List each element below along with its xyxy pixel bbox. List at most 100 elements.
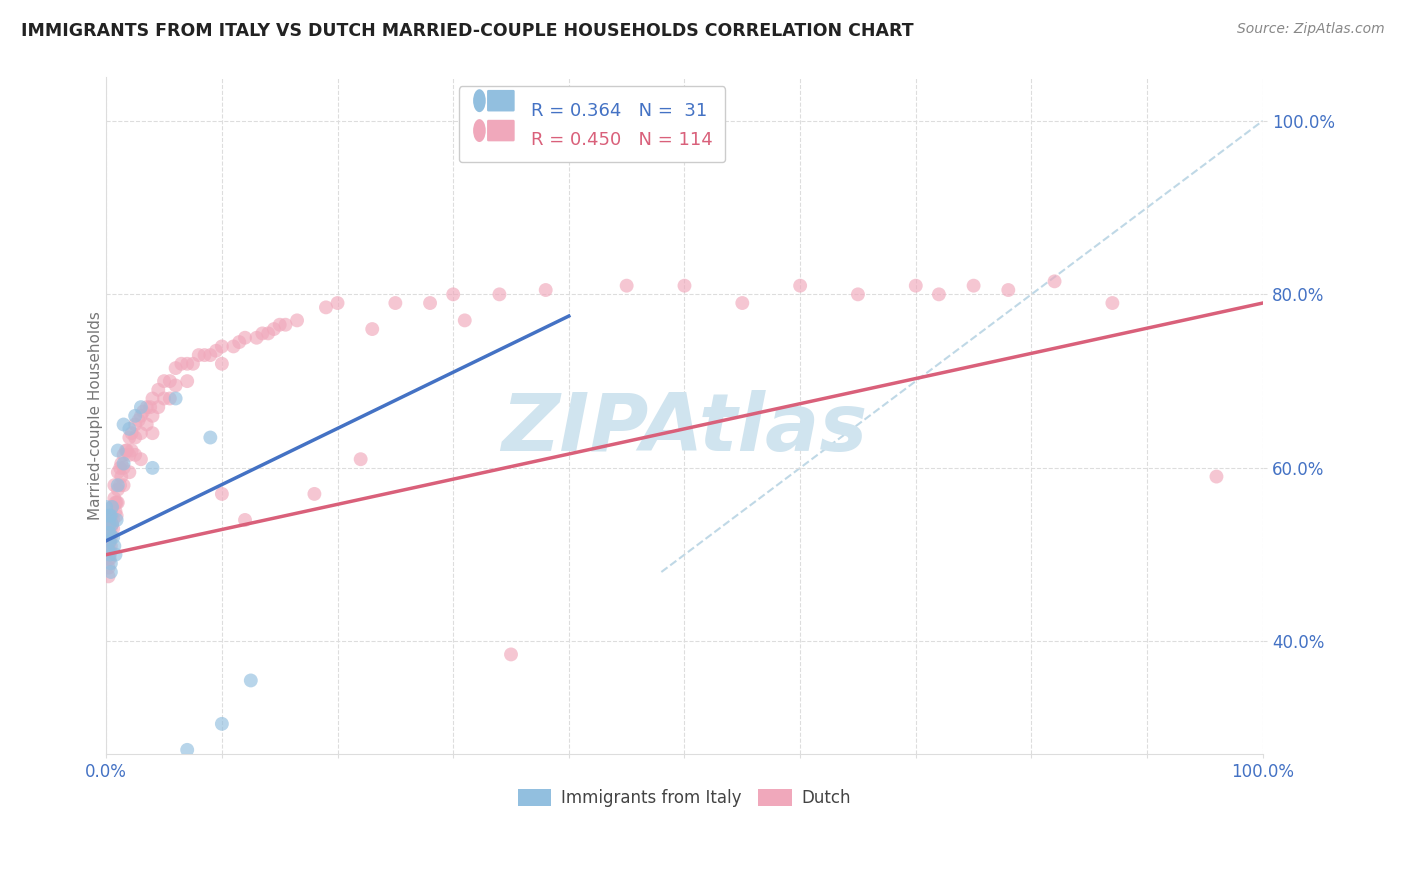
Point [108, 478, 131, 492]
Point [1205, 469, 1227, 483]
Point [101, 500, 124, 514]
Point [98, 525, 121, 540]
Point [211, 357, 233, 371]
Point [789, 278, 811, 293]
Point [252, 326, 274, 341]
Point [274, 318, 297, 332]
Text: Source: ZipAtlas.com: Source: ZipAtlas.com [1237, 22, 1385, 37]
Point [141, 426, 163, 441]
Point [110, 469, 132, 483]
Point [105, 513, 128, 527]
Point [98, 534, 121, 549]
Point [488, 287, 510, 301]
Point [211, 716, 233, 731]
Point [141, 409, 163, 423]
Point [159, 374, 181, 388]
Point [124, 448, 146, 462]
Point [139, 400, 162, 414]
Point [187, 348, 209, 362]
Point [176, 357, 198, 371]
Point [97, 525, 120, 540]
Point [129, 452, 152, 467]
Point [962, 278, 984, 293]
Point [101, 517, 124, 532]
Point [97, 552, 120, 566]
Point [165, 392, 187, 406]
Point [673, 278, 696, 293]
Point [97, 543, 120, 558]
Point [100, 557, 122, 571]
Point [285, 313, 308, 327]
Point [112, 478, 135, 492]
Point [98, 548, 121, 562]
Point [107, 483, 129, 497]
Point [104, 495, 127, 509]
Point [103, 491, 125, 506]
Point [98, 508, 121, 523]
Text: ZIPAtlas: ZIPAtlas [502, 391, 868, 468]
Point [454, 313, 477, 327]
Point [97, 534, 120, 549]
Point [97, 569, 120, 583]
Point [269, 318, 291, 332]
Point [98, 517, 121, 532]
Point [228, 334, 250, 349]
Point [350, 452, 373, 467]
Point [153, 392, 176, 406]
Point [176, 743, 198, 757]
Point [928, 287, 950, 301]
Point [124, 430, 146, 444]
Point [846, 287, 869, 301]
Point [108, 461, 131, 475]
Point [104, 504, 127, 518]
Point [997, 283, 1019, 297]
Point [245, 331, 267, 345]
Legend: Immigrants from Italy, Dutch: Immigrants from Italy, Dutch [512, 782, 858, 814]
Point [112, 417, 135, 432]
Point [101, 517, 124, 532]
Point [141, 392, 163, 406]
Point [115, 443, 138, 458]
Point [441, 287, 464, 301]
Point [107, 443, 129, 458]
Point [129, 409, 152, 423]
Point [181, 357, 204, 371]
Point [118, 448, 141, 462]
Point [112, 448, 135, 462]
Point [110, 457, 132, 471]
Point [170, 357, 193, 371]
Point [96, 508, 118, 523]
Point [112, 457, 135, 471]
Point [100, 508, 122, 523]
Point [98, 552, 121, 566]
Point [499, 648, 522, 662]
Point [107, 495, 129, 509]
Point [98, 525, 121, 540]
Point [97, 513, 120, 527]
Point [384, 296, 406, 310]
Point [534, 283, 557, 297]
Point [135, 400, 157, 414]
Point [326, 296, 349, 310]
Point [233, 513, 256, 527]
Point [176, 374, 198, 388]
Point [239, 673, 262, 688]
Point [124, 409, 146, 423]
Point [98, 543, 121, 558]
Point [129, 426, 152, 441]
Point [118, 430, 141, 444]
Point [1101, 296, 1123, 310]
Point [103, 478, 125, 492]
Point [128, 413, 150, 427]
Point [101, 522, 124, 536]
Point [200, 430, 222, 444]
Point [121, 426, 143, 441]
Point [100, 530, 122, 544]
Point [97, 543, 120, 558]
Point [165, 361, 187, 376]
Point [101, 513, 124, 527]
Point [97, 560, 120, 574]
Point [1043, 274, 1066, 288]
Point [129, 400, 152, 414]
Point [96, 500, 118, 514]
